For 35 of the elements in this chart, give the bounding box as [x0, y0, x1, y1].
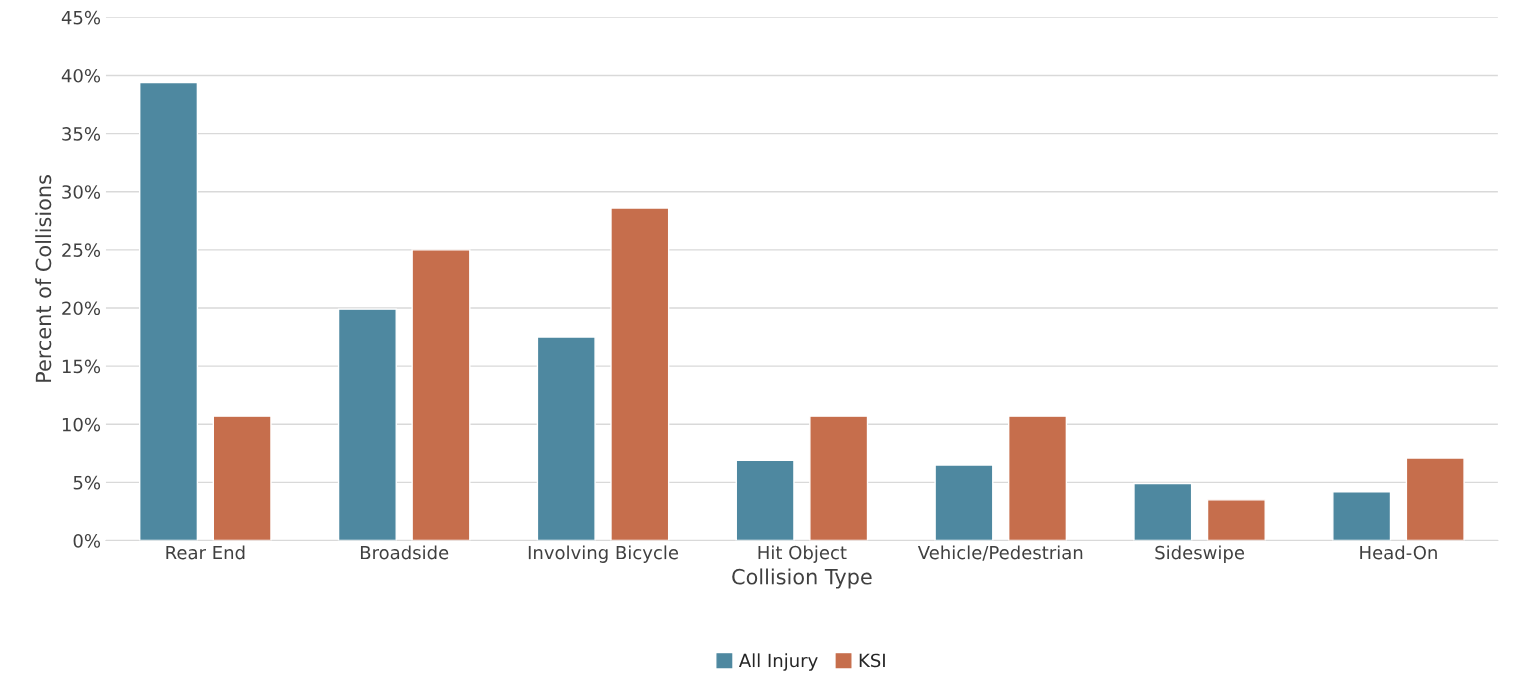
bar	[809, 415, 869, 541]
y-tick-label: 40%	[61, 68, 101, 83]
bar	[411, 249, 471, 541]
y-tick-label: 45%	[61, 10, 101, 25]
bar	[1332, 491, 1392, 541]
bar	[735, 459, 795, 541]
bar	[337, 308, 397, 541]
x-tick-label: Broadside	[360, 545, 449, 560]
y-tick-label: 5%	[73, 475, 101, 490]
legend-label: All Injury	[738, 653, 818, 671]
x-tick-label: Head-On	[1360, 545, 1437, 560]
x-tick-label: Rear End	[166, 545, 245, 560]
y-tick-label: 10%	[62, 417, 101, 432]
bar	[1405, 457, 1465, 541]
x-tick-label: Involving Bicycle	[528, 545, 679, 563]
bar	[139, 81, 199, 541]
bar	[212, 415, 272, 541]
x-tick-label: Sideswipe	[1155, 545, 1245, 563]
y-tick-label: 15%	[62, 359, 101, 374]
y-tick-label: 25%	[62, 243, 101, 257]
y-tick-label: 20%	[62, 301, 101, 316]
y-axis-title: Percent of Collisions	[35, 175, 52, 382]
y-tick-label: 35%	[62, 127, 101, 141]
x-tick-label: Vehicle/Pedestrian	[917, 545, 1083, 561]
bar	[1008, 415, 1068, 541]
y-tick-label: 0%	[73, 534, 101, 548]
bar	[536, 336, 596, 541]
x-axis-title: Collision Type	[732, 568, 872, 589]
bar	[610, 207, 670, 541]
bar	[1206, 499, 1266, 541]
bar	[1133, 482, 1193, 541]
x-tick-label: Hit Object	[758, 545, 847, 563]
y-tick-label: 30%	[62, 185, 101, 199]
legend-label: KSI	[859, 653, 885, 668]
bar	[934, 464, 994, 541]
